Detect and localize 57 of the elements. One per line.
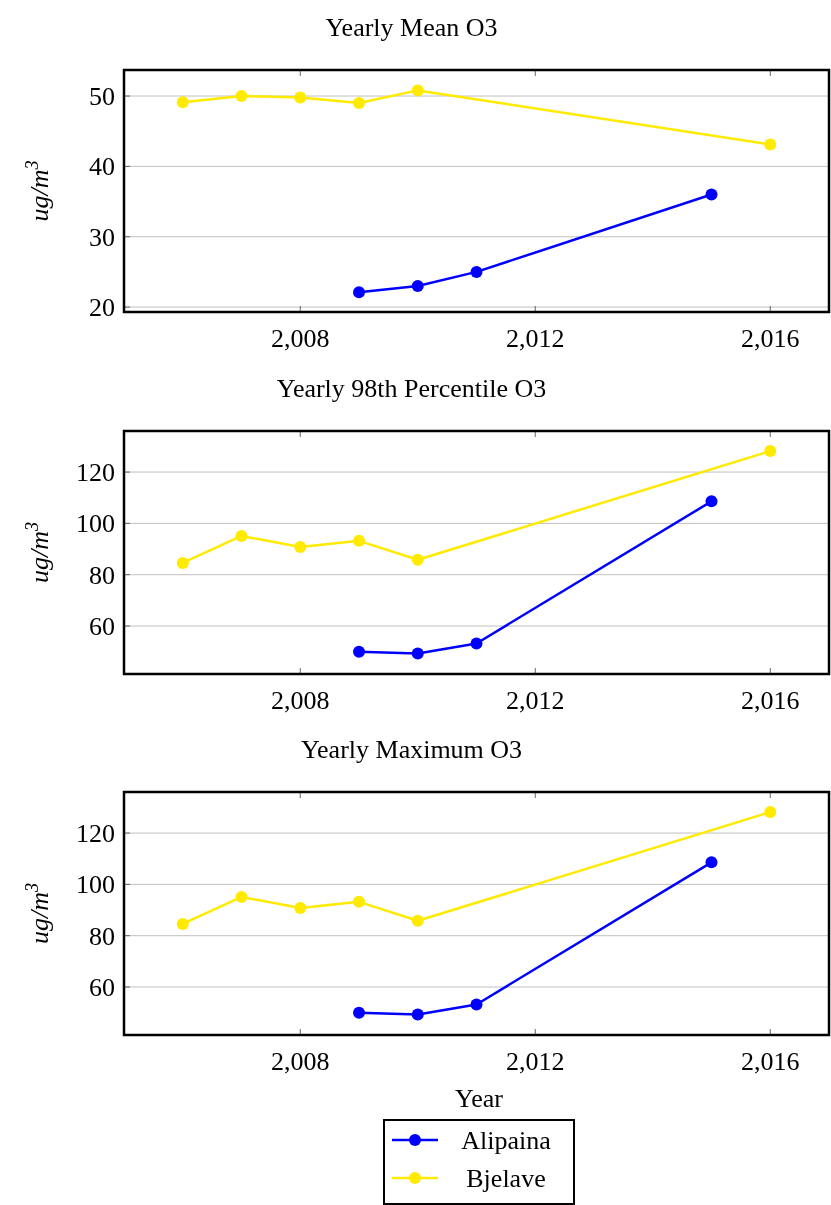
point bbox=[411, 1008, 424, 1021]
point bbox=[176, 556, 189, 569]
point bbox=[764, 445, 777, 458]
y-tick-label: 30 bbox=[89, 222, 115, 252]
x-tick-label: 2,016 bbox=[741, 324, 800, 353]
x-tick-label: 2,016 bbox=[741, 686, 800, 715]
point bbox=[411, 914, 424, 927]
point bbox=[764, 806, 777, 819]
point bbox=[235, 90, 248, 103]
y-tick-label: 100 bbox=[76, 870, 115, 900]
x-tick-label: 2,016 bbox=[741, 1047, 800, 1076]
y-tick-label: 80 bbox=[89, 560, 115, 590]
point bbox=[294, 91, 307, 104]
point bbox=[353, 286, 365, 299]
point bbox=[294, 901, 307, 914]
y-tick-label: 80 bbox=[89, 921, 115, 951]
legend-label: Alipaina bbox=[461, 1126, 552, 1156]
point bbox=[176, 96, 189, 109]
point bbox=[411, 84, 424, 97]
point bbox=[705, 856, 718, 869]
point bbox=[470, 998, 483, 1011]
point bbox=[353, 645, 365, 658]
y-tick-label: 40 bbox=[89, 152, 115, 182]
legend-label: Bjelave bbox=[466, 1164, 546, 1194]
y-tick-label: 50 bbox=[89, 82, 115, 112]
point bbox=[470, 265, 483, 278]
y-tick-label: 100 bbox=[76, 509, 115, 539]
point bbox=[353, 895, 365, 908]
y-tick-label: 60 bbox=[89, 973, 115, 1003]
y-tick-label: 20 bbox=[89, 293, 115, 323]
x-tick-label: 2,012 bbox=[506, 324, 565, 353]
point bbox=[411, 553, 424, 566]
point bbox=[294, 540, 307, 553]
point bbox=[353, 1006, 365, 1019]
chart-title: Yearly Mean O3 bbox=[325, 13, 498, 42]
chart-title: Yearly 98th Percentile O3 bbox=[276, 374, 547, 403]
point bbox=[353, 534, 365, 547]
point bbox=[470, 637, 483, 650]
x-tick-label: 2,008 bbox=[271, 1047, 330, 1076]
x-tick-label: 2,012 bbox=[506, 1047, 565, 1076]
point bbox=[705, 188, 718, 201]
point bbox=[411, 647, 424, 660]
point bbox=[353, 97, 365, 110]
y-tick-label: 60 bbox=[89, 612, 115, 642]
point bbox=[705, 495, 718, 508]
point bbox=[764, 138, 777, 151]
x-axis-title: Year bbox=[455, 1084, 504, 1113]
x-tick-label: 2,012 bbox=[506, 686, 565, 715]
point bbox=[235, 529, 248, 542]
x-tick-label: 2,008 bbox=[271, 324, 330, 353]
chart-title: Yearly Maximum O3 bbox=[300, 735, 523, 764]
point bbox=[411, 279, 424, 292]
x-tick-label: 2,008 bbox=[271, 686, 330, 715]
point bbox=[235, 890, 248, 903]
y-tick-label: 120 bbox=[76, 819, 115, 849]
y-tick-label: 120 bbox=[76, 458, 115, 488]
point bbox=[176, 917, 189, 930]
